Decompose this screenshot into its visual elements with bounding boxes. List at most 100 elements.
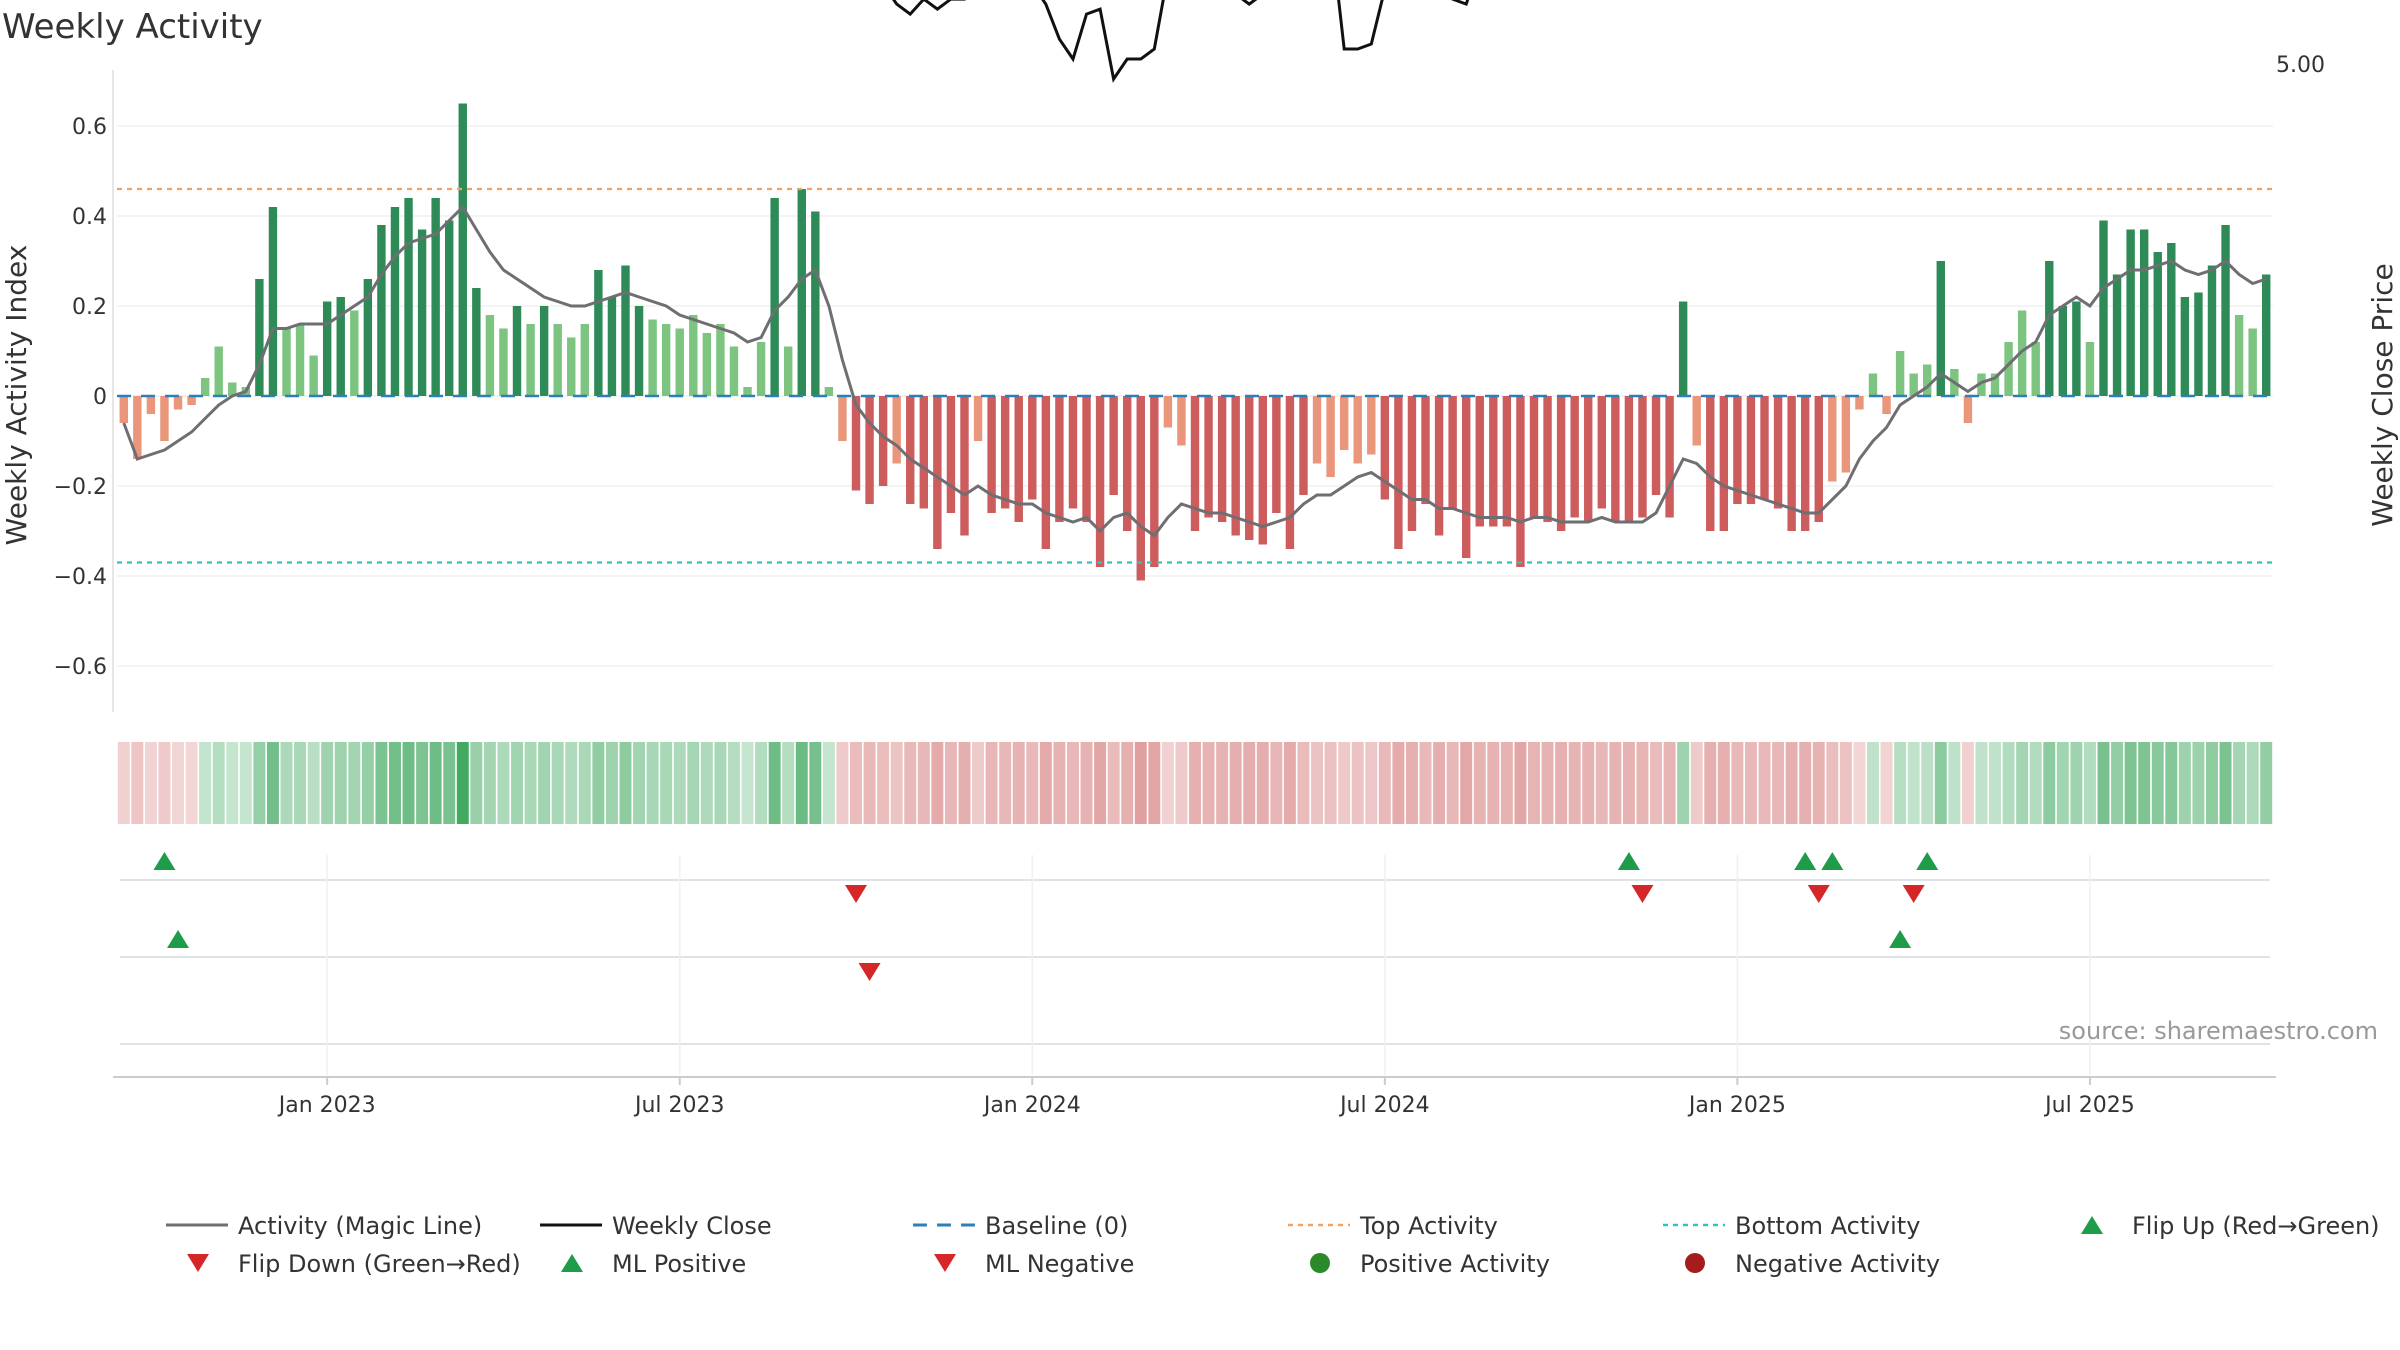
activity-bar	[269, 207, 277, 396]
heat-strip-cell	[1053, 742, 1065, 824]
heat-strip-cell	[186, 742, 198, 824]
activity-bar	[974, 396, 982, 441]
heat-strip-cell	[2179, 742, 2191, 824]
flip-up-marker	[1794, 852, 1816, 870]
heat-strip-cell	[145, 742, 157, 824]
y-left-tick-label: −0.2	[54, 475, 107, 500]
heat-strip-cell	[1040, 742, 1052, 824]
activity-bar	[567, 338, 575, 397]
activity-bar	[1082, 396, 1090, 522]
heat-strip-cell	[1162, 742, 1174, 824]
activity-bar	[2262, 275, 2270, 397]
heat-strip-cell	[1135, 742, 1147, 824]
heat-strip-cell	[1487, 742, 1499, 824]
legend-label: Weekly Close	[612, 1212, 772, 1240]
heat-strip-cell	[1108, 742, 1120, 824]
heat-strip-cell	[606, 742, 618, 824]
activity-bar	[2235, 315, 2243, 396]
activity-bar	[594, 270, 602, 396]
heat-strip-cell	[1718, 742, 1730, 824]
activity-bar	[933, 396, 941, 549]
heat-strip-cell	[1772, 742, 1784, 824]
activity-bar	[1733, 396, 1741, 504]
activity-bar	[1231, 396, 1239, 536]
heat-strip-cell	[592, 742, 604, 824]
heat-strip-cell	[2165, 742, 2177, 824]
activity-bar	[1625, 396, 1633, 522]
activity-bar	[1570, 396, 1578, 518]
activity-bar	[214, 347, 222, 397]
activity-bar	[1557, 396, 1565, 531]
heat-strip-cell	[1352, 742, 1364, 824]
heat-strip-cell	[416, 742, 428, 824]
ml-positive-marker	[167, 930, 189, 948]
heat-strip-cell	[1325, 742, 1337, 824]
heat-strip-cell	[742, 742, 754, 824]
activity-bar	[1340, 396, 1348, 450]
legend-label: Flip Up (Red→Green)	[2132, 1212, 2380, 1240]
legend-label: Top Activity	[1359, 1212, 1498, 1240]
legend-label: Bottom Activity	[1735, 1212, 1920, 1240]
activity-bar	[418, 230, 426, 397]
heat-strip-cell	[1813, 742, 1825, 824]
heat-strip-cell	[2260, 742, 2272, 824]
legend-swatch	[187, 1254, 209, 1272]
weekly-activity-chart: Weekly Activity 0.60.40.20−0.2−0.4−0.610…	[0, 0, 2400, 1350]
activity-bar	[160, 396, 168, 441]
activity-bar	[743, 387, 751, 396]
heat-strip-cell	[782, 742, 794, 824]
legend-swatch	[561, 1254, 583, 1272]
heat-strip-cell	[1067, 742, 1079, 824]
activity-bar	[1503, 396, 1511, 527]
heat-strip-cell	[2030, 742, 2042, 824]
activity-bar	[1164, 396, 1172, 428]
activity-bar	[350, 311, 358, 397]
heat-strip-cell	[1582, 742, 1594, 824]
activity-bar	[431, 198, 439, 396]
heat-strip-cell	[1148, 742, 1160, 824]
heat-strip-cell	[1664, 742, 1676, 824]
heat-strip-cell	[1460, 742, 1472, 824]
activity-bar	[2059, 306, 2067, 396]
heat-strip-cell	[1216, 742, 1228, 824]
heat-strip-cell	[199, 742, 211, 824]
activity-bar	[1842, 396, 1850, 473]
heat-strip-cell	[2003, 742, 2015, 824]
activity-bar	[1245, 396, 1253, 540]
heat-strip-cell	[226, 742, 238, 824]
heat-strip-cell	[660, 742, 672, 824]
heat-strip-cell	[809, 742, 821, 824]
activity-bar	[1313, 396, 1321, 464]
heat-strip-cell	[538, 742, 550, 824]
activity-bar	[1435, 396, 1443, 536]
activity-bar	[2194, 293, 2202, 397]
heat-strip-cell	[1406, 742, 1418, 824]
activity-bar	[486, 315, 494, 396]
activity-bar	[1896, 351, 1904, 396]
activity-bar	[187, 396, 195, 405]
activity-bar	[1259, 396, 1267, 545]
heat-strip-cell	[1311, 742, 1323, 824]
activity-bar	[1964, 396, 1972, 423]
activity-bar	[2208, 266, 2216, 397]
activity-bar	[1286, 396, 1294, 549]
flip-down-marker	[845, 885, 867, 903]
heat-strip-cell	[430, 742, 442, 824]
activity-bar	[648, 320, 656, 397]
activity-bar	[1109, 396, 1117, 495]
heat-strip-cell	[579, 742, 591, 824]
activity-bar	[2086, 342, 2094, 396]
legend-swatch	[934, 1254, 956, 1272]
heat-strip-cell	[1704, 742, 1716, 824]
heat-strip-cell	[1284, 742, 1296, 824]
heat-strip-cell	[823, 742, 835, 824]
activity-bar	[662, 324, 670, 396]
heat-strip-cell	[1894, 742, 1906, 824]
activity-bar	[1069, 396, 1077, 509]
activity-bar	[2248, 329, 2256, 397]
legend-label: ML Negative	[985, 1250, 1134, 1278]
legend-label: Activity (Magic Line)	[238, 1212, 482, 1240]
heat-strip-cell	[2152, 742, 2164, 824]
legend-swatch	[2081, 1216, 2103, 1234]
heat-strip-cell	[714, 742, 726, 824]
